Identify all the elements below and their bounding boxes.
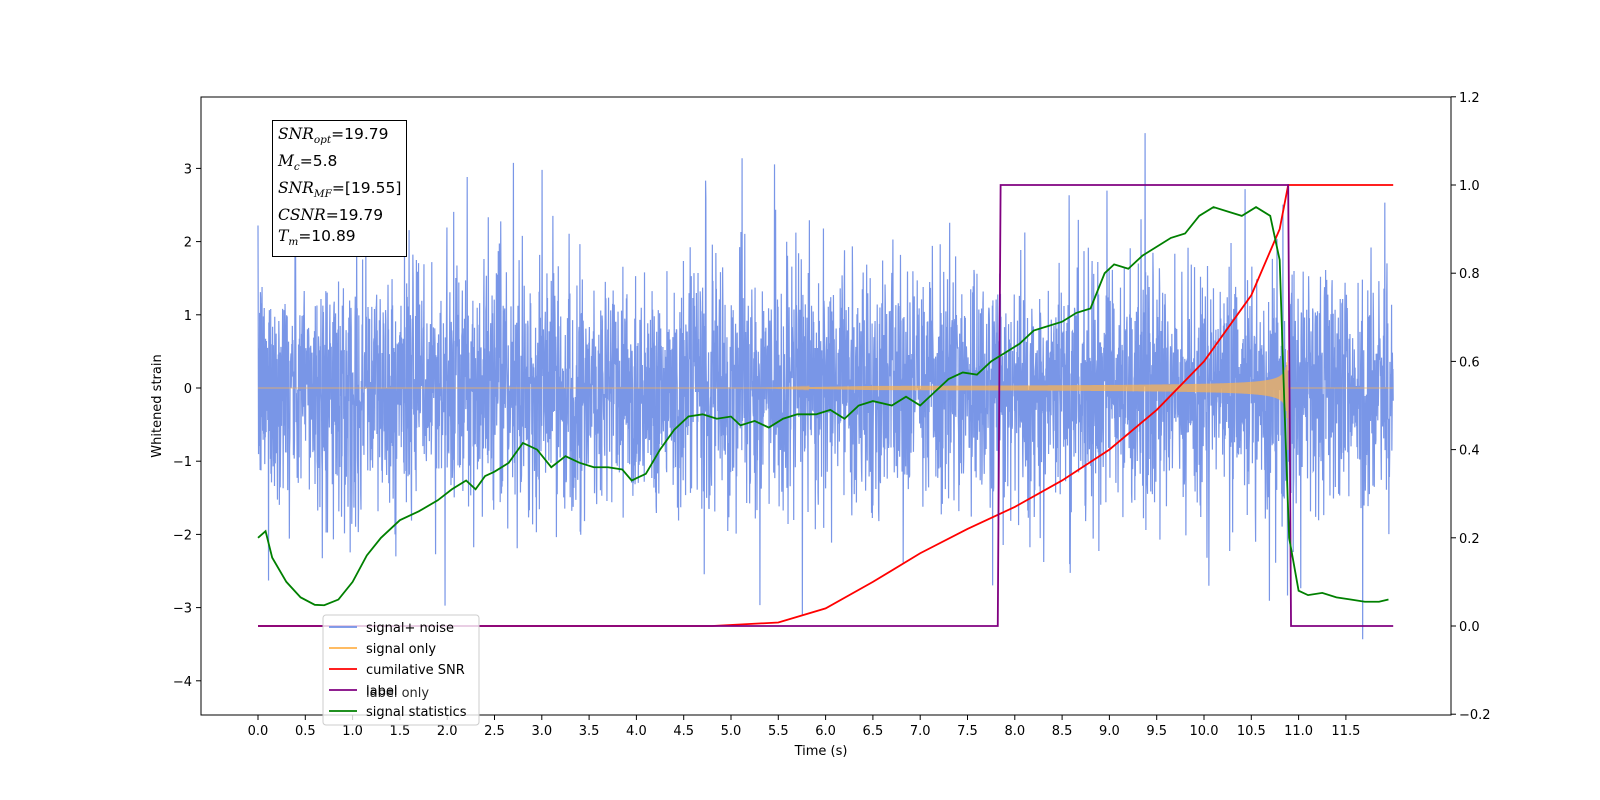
x-tick-label: 3.5 [579, 724, 600, 739]
mc-row: Mc=5.8 [278, 152, 338, 174]
x-tick-label: 9.5 [1146, 724, 1167, 739]
right-y-tick-label: 0.0 [1459, 620, 1480, 635]
x-tick-label: 9.0 [1099, 724, 1120, 739]
x-tick-label: 2.5 [484, 724, 505, 739]
x-tick-label: 8.0 [1004, 724, 1025, 739]
series-signal-statistics [257, 205, 1389, 607]
x-tick-label: 5.0 [721, 724, 742, 739]
x-tick-label: 4.5 [673, 724, 694, 739]
x-tick-label: 6.0 [815, 724, 836, 739]
x-tick-label: 5.5 [768, 724, 789, 739]
x-tick-label: 10.0 [1190, 724, 1219, 739]
x-tick-label: 0.5 [295, 724, 316, 739]
legend-entry: label [366, 684, 397, 699]
right-y-axis: 1.2 1.0 0.8 0.6 0.4 0.2 0.0 −0.2 [1451, 91, 1491, 723]
right-y-tick-label: 0.4 [1459, 444, 1480, 459]
legend-entry: signal only [366, 642, 436, 657]
right-y-tick-label: 1.2 [1459, 91, 1480, 106]
left-y-tick-label: 3 [184, 162, 192, 177]
x-axis-label: Time (s) [794, 744, 848, 759]
x-tick-label: 7.0 [910, 724, 931, 739]
right-y-tick-label: 1.0 [1459, 179, 1480, 194]
plot-area [257, 133, 1394, 640]
x-tick-label: 3.0 [531, 724, 552, 739]
snr-mf-value: =[19.55] [331, 179, 402, 198]
y-axis-label: Whitened strain [150, 354, 165, 457]
csnr-row: CSNR=19.79 [278, 206, 384, 225]
legend-box [322, 614, 480, 726]
legend-entry: signal statistics [366, 705, 467, 720]
series-cumulative-snr [258, 184, 1394, 627]
legend-entry: signal+ noise [366, 621, 454, 636]
x-tick-label: 6.5 [863, 724, 884, 739]
right-y-tick-label: 0.8 [1459, 267, 1480, 282]
snr-opt-row: SNRopt=19.79 [278, 125, 389, 147]
mc-value: =5.8 [299, 152, 338, 171]
right-y-tick-label: 0.2 [1459, 532, 1480, 547]
x-axis: 0.0 0.5 1.0 1.5 2.0 2.5 3.0 3.5 4.0 4.5 5.0 5.5 6.0 6… [248, 715, 1360, 739]
x-tick-label: 1.0 [342, 724, 363, 739]
stats-annotation: SNRopt=19.79 Mc=5.8 SNRMF=[19.55] CSNR=1… [272, 120, 408, 258]
left-y-tick-label: −2 [173, 528, 192, 543]
x-tick-label: 4.0 [626, 724, 647, 739]
csnr-value: =19.79 [325, 206, 384, 225]
series-signal-noise [257, 133, 1394, 640]
series-signal-only [258, 350, 1394, 450]
left-y-tick-label: 0 [184, 382, 192, 397]
x-tick-label: 11.0 [1284, 724, 1313, 739]
left-y-tick-label: 1 [184, 309, 192, 324]
x-tick-label: 10.5 [1237, 724, 1266, 739]
x-tick-label: 11.5 [1331, 724, 1360, 739]
left-y-tick-label: −4 [173, 675, 192, 690]
left-y-axis: 3 2 1 0 −1 −2 −3 −4 [173, 162, 201, 690]
tm-value: =10.89 [298, 227, 356, 246]
x-tick-label: 1.5 [390, 724, 411, 739]
x-tick-label: 2.0 [437, 724, 458, 739]
snr-mf-row: SNRMF=[19.55] [278, 179, 402, 201]
x-tick-label: 8.5 [1052, 724, 1073, 739]
x-tick-label: 7.5 [957, 724, 978, 739]
tm-row: Tm=10.89 [278, 227, 356, 249]
legend: label only signal+ noise signal only cumila… [322, 614, 480, 726]
x-tick-label: 0.0 [248, 724, 269, 739]
series-label [258, 184, 1394, 627]
left-y-tick-label: 2 [184, 236, 192, 251]
right-y-tick-label: −0.2 [1459, 708, 1491, 723]
left-y-tick-label: −1 [173, 455, 192, 470]
left-y-tick-label: −3 [173, 602, 192, 617]
snr-opt-value: =19.79 [331, 125, 389, 143]
legend-faint-text: label only [366, 686, 429, 701]
right-y-tick-label: 0.6 [1459, 355, 1480, 370]
legend-entry: cumilative SNR [366, 663, 465, 678]
